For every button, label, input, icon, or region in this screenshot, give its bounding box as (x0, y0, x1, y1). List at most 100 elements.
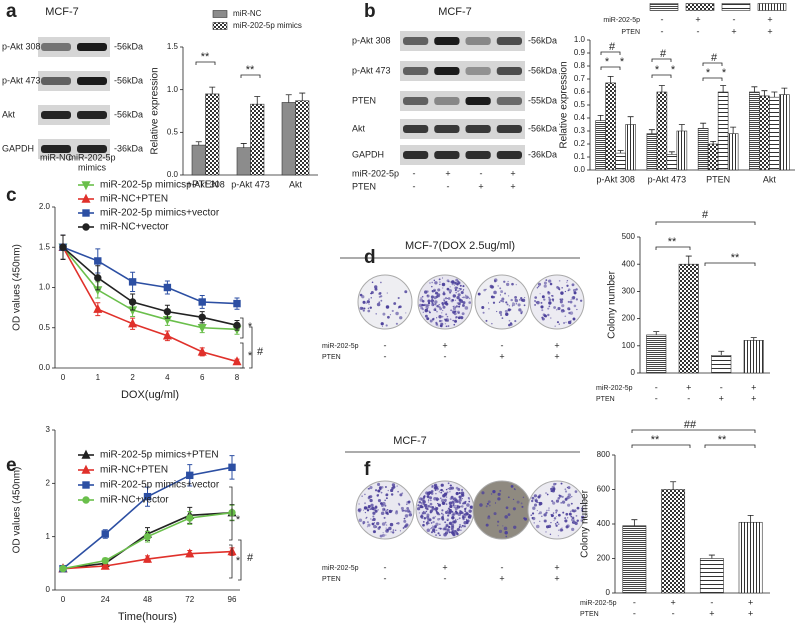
colony (418, 303, 423, 308)
colony (358, 518, 363, 523)
colony (374, 489, 378, 492)
colony (367, 523, 371, 527)
bar (717, 91, 729, 171)
condition-sign: + (748, 608, 753, 618)
colony (435, 291, 439, 295)
colony (426, 515, 430, 519)
condition-sign: + (670, 597, 675, 607)
colony (456, 296, 460, 300)
error-bar (710, 141, 717, 144)
colony (387, 489, 389, 492)
colony (504, 309, 508, 313)
colony (430, 531, 433, 534)
colony (430, 295, 434, 299)
condition-sign: + (731, 26, 736, 36)
bar (605, 82, 616, 171)
colony (511, 282, 514, 286)
colony (450, 309, 452, 312)
condition-sign: + (478, 181, 483, 191)
colony (557, 535, 559, 537)
colony (535, 524, 540, 529)
colony (513, 488, 516, 490)
condition-label: miR-202-5p (596, 385, 633, 392)
colony (391, 510, 393, 512)
condition-sign: + (554, 340, 559, 350)
colony (557, 496, 561, 500)
colony (533, 503, 538, 507)
colony (460, 526, 463, 529)
colony (371, 281, 374, 284)
colony (545, 511, 548, 514)
annotation: # (247, 552, 254, 564)
colony (376, 302, 381, 307)
colony (429, 496, 433, 500)
colony (446, 519, 449, 522)
colony (467, 515, 472, 519)
blot-strip (38, 71, 110, 91)
marker (163, 307, 172, 316)
colony (462, 289, 464, 291)
blot-strip (400, 61, 525, 81)
colony (432, 516, 435, 520)
colony (429, 499, 432, 502)
colony (530, 499, 534, 503)
annotation: * (620, 56, 625, 68)
colony (433, 531, 436, 534)
condition-sign: - (384, 562, 387, 572)
colony (481, 305, 485, 309)
colony (571, 516, 575, 520)
x-tick-label: Akt (763, 174, 777, 184)
colony (374, 287, 378, 291)
annotation: # (711, 52, 718, 64)
colony (580, 519, 584, 522)
condition-label: miR-202-5p (603, 17, 640, 24)
colony (469, 514, 471, 516)
colony (446, 528, 450, 532)
colony (395, 510, 398, 513)
error-bar (781, 87, 788, 95)
colony (520, 310, 523, 314)
colony (380, 491, 383, 494)
panel-letter: f (364, 459, 371, 480)
bar (779, 94, 790, 171)
colony (437, 503, 441, 507)
colony (557, 513, 561, 517)
colony (385, 509, 387, 512)
colony (441, 302, 444, 305)
colony (378, 486, 382, 490)
colony (468, 500, 471, 503)
colony (363, 307, 366, 310)
colony (485, 319, 488, 322)
colony (534, 303, 537, 306)
colony (458, 525, 461, 528)
y-tick-label: 1.5 (167, 42, 179, 51)
colony (485, 505, 488, 508)
error-bar (751, 86, 758, 92)
condition-sign: + (751, 393, 756, 403)
colony (545, 492, 547, 494)
colony (445, 313, 448, 316)
legend-marker (81, 464, 91, 474)
colony (534, 300, 537, 303)
colony (510, 298, 513, 302)
colony (491, 285, 495, 289)
colony (429, 319, 433, 323)
colony (443, 492, 448, 496)
colony (424, 314, 428, 318)
colony (461, 524, 464, 527)
colony (377, 509, 379, 511)
colony (361, 495, 363, 497)
colony (399, 316, 403, 320)
condition-sign: + (499, 351, 504, 361)
colony (365, 302, 367, 304)
colony (447, 482, 450, 485)
bar (666, 154, 678, 171)
significance-bracket (600, 66, 621, 70)
condition-label: miR-202-5p (580, 600, 617, 607)
colony (543, 519, 547, 523)
blot-row-label: p-Akt 473 (2, 75, 41, 85)
x-tick-label: PTEN (706, 174, 730, 184)
error-bar (700, 122, 707, 129)
colony (497, 285, 500, 287)
colony (455, 530, 457, 532)
